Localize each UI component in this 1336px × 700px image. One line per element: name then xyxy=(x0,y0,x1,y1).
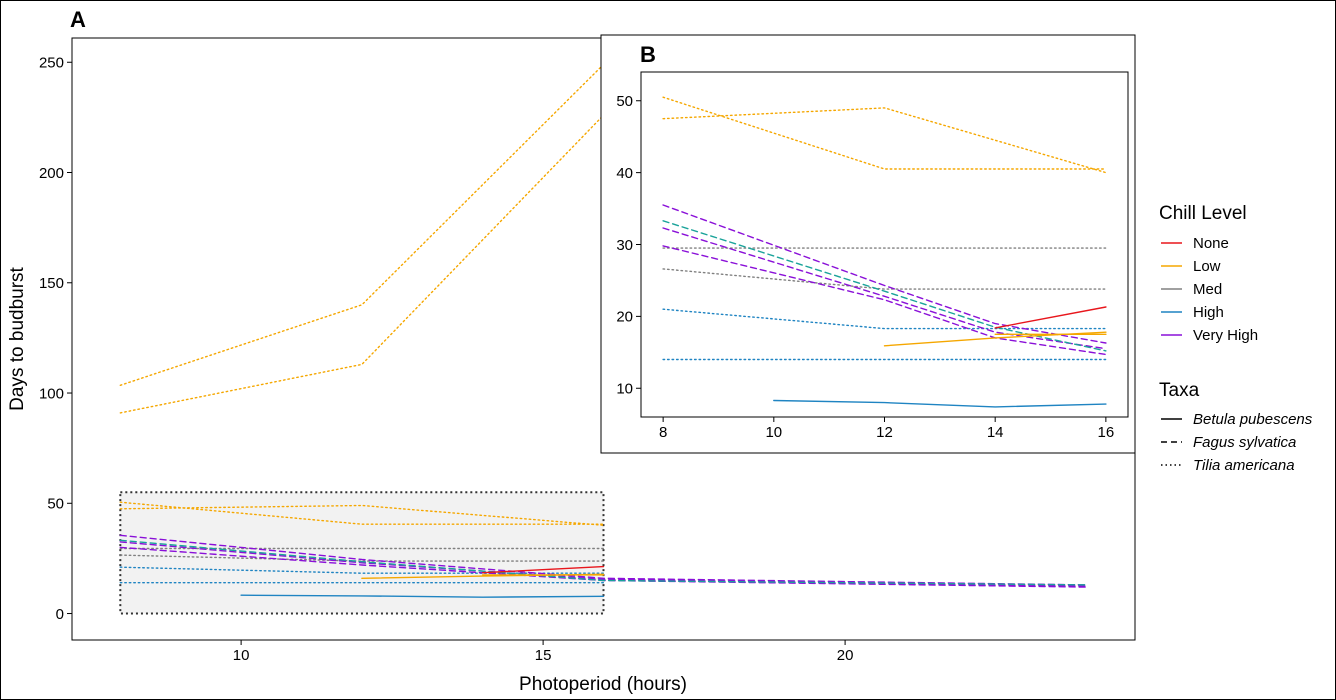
y-tick-label: 250 xyxy=(39,55,64,72)
series-line-tilia-med xyxy=(662,268,1107,290)
legend-taxa-label: Fagus sylvatica xyxy=(1193,434,1296,451)
y-tick-label: 100 xyxy=(39,385,64,402)
y-tick-label: 50 xyxy=(47,496,64,513)
series-line-tilia-low xyxy=(662,107,1107,174)
series-line-fagus-very-high xyxy=(662,204,1107,344)
y-tick-label: 150 xyxy=(39,275,64,292)
y-axis-label: Days to budburst xyxy=(7,266,28,410)
y-tick-label: 10 xyxy=(616,381,633,398)
series-line-tilia-low xyxy=(119,63,605,386)
legend-taxa-label: Tilia americana xyxy=(1193,457,1295,474)
series-line-tilia-high xyxy=(662,308,1107,330)
series-line-betula-high xyxy=(773,399,1107,408)
x-tick-label: 12 xyxy=(876,424,893,441)
series-line-tilia-low xyxy=(662,96,1107,170)
x-tick-label: 20 xyxy=(837,647,854,664)
series-line-fagus-very-high xyxy=(662,227,1107,350)
panel-b-series xyxy=(662,96,1107,408)
panel-b-label: B xyxy=(640,42,656,67)
series-line-tilia-low xyxy=(119,501,605,525)
series-line-betula-high xyxy=(240,594,605,598)
legend-chill-label: High xyxy=(1193,304,1224,321)
x-axis-label: Photoperiod (hours) xyxy=(519,674,687,695)
series-line-betula-none xyxy=(482,565,605,574)
series-line-tilia-low xyxy=(119,114,605,414)
y-tick-label: 0 xyxy=(56,606,64,623)
legend: Chill Level None Low Med High Very High Taxa… xyxy=(1159,203,1313,474)
legend-chill-label: None xyxy=(1193,235,1229,252)
legend-chill-label: Low xyxy=(1193,258,1221,275)
panel-b-background xyxy=(600,34,1136,454)
x-tick-label: 14 xyxy=(987,424,1004,441)
panel-b: B 8 10 12 14 16 10 20 30 40 50 xyxy=(600,34,1136,454)
series-line-fagus-med xyxy=(119,539,1088,586)
legend-taxa-title: Taxa xyxy=(1159,380,1200,401)
series-line-tilia-med xyxy=(119,554,605,562)
x-tick-label: 10 xyxy=(765,424,782,441)
legend-chill-title: Chill Level xyxy=(1159,203,1247,224)
series-line-tilia-low xyxy=(119,504,605,526)
panel-a-label: A xyxy=(70,7,86,32)
y-tick-label: 200 xyxy=(39,165,64,182)
y-tick-label: 50 xyxy=(616,93,633,110)
series-line-fagus-med xyxy=(662,220,1107,352)
legend-chill-label: Very High xyxy=(1193,327,1258,344)
y-tick-label: 40 xyxy=(616,165,633,182)
x-tick-label: 8 xyxy=(659,424,667,441)
x-tick-label: 15 xyxy=(535,647,552,664)
legend-chill-label: Med xyxy=(1193,281,1222,298)
series-line-betula-none xyxy=(994,306,1107,329)
series-line-tilia-high xyxy=(119,566,605,574)
x-tick-label: 16 xyxy=(1098,424,1115,441)
legend-chill-items: None Low Med High Very High xyxy=(1161,235,1258,344)
legend-taxa-label: Betula pubescens xyxy=(1193,411,1313,428)
panel-b-axes: 8 10 12 14 16 10 20 30 40 50 xyxy=(616,93,1114,441)
x-tick-label: 10 xyxy=(233,647,250,664)
panel-a-series xyxy=(119,63,1088,598)
legend-taxa-items: Betula pubescens Fagus sylvatica Tilia ame… xyxy=(1161,411,1313,474)
series-line-fagus-very-high xyxy=(662,245,1107,356)
y-tick-label: 30 xyxy=(616,237,633,254)
y-tick-label: 20 xyxy=(616,309,633,326)
series-line-fagus-very-high xyxy=(119,534,1088,586)
